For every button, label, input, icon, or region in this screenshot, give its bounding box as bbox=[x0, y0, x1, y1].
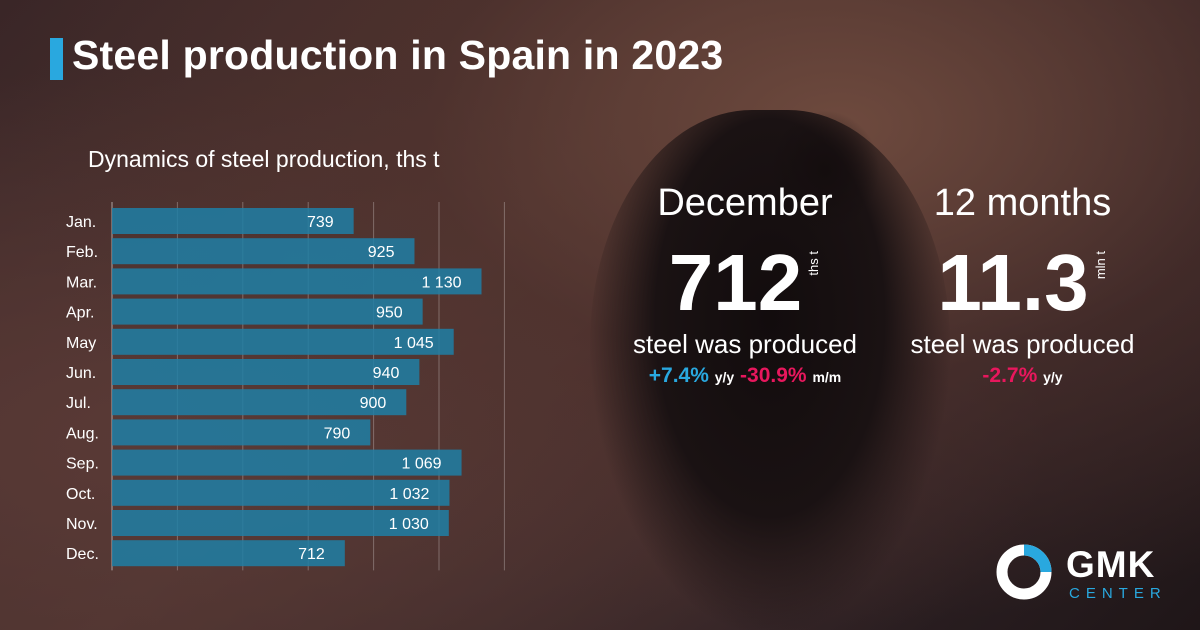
bar-apr bbox=[112, 298, 423, 325]
annual-heading: 12 months bbox=[933, 182, 1112, 224]
bar-value-label: 1 069 bbox=[402, 456, 442, 473]
category-label: Nov. bbox=[66, 516, 98, 533]
logo-text: GMK bbox=[1066, 544, 1156, 585]
annual-yoy-change: -2.7% bbox=[982, 364, 1038, 387]
chart-title: Dynamics of steel production, ths t bbox=[88, 146, 440, 172]
bar-value-label: 900 bbox=[360, 395, 387, 412]
december-changes: +7.4% y/y -30.9% m/m bbox=[615, 364, 875, 388]
category-label: Mar. bbox=[66, 274, 97, 291]
title-accent-bar bbox=[50, 38, 63, 80]
annual-panel: 12 months 11.3 mln t steel was produced -… bbox=[895, 182, 1150, 388]
bar-value-label: 1 032 bbox=[389, 486, 429, 503]
december-heading: December bbox=[657, 182, 833, 224]
category-label: Jan. bbox=[66, 214, 96, 231]
bar-value-label: 1 045 bbox=[394, 335, 434, 352]
category-label: Sep. bbox=[66, 456, 99, 473]
category-label: Jun. bbox=[66, 365, 96, 382]
bar-dec bbox=[112, 540, 345, 567]
annual-yoy-suffix: y/y bbox=[1043, 369, 1063, 385]
bar-may bbox=[112, 328, 454, 355]
logo-subtext: CENTER bbox=[1069, 585, 1167, 602]
december-caption: steel was produced bbox=[632, 329, 858, 359]
december-panel: December 712 ths t steel was produced +7.… bbox=[615, 182, 875, 388]
december-mom-suffix: m/m bbox=[812, 369, 842, 385]
bar-jul bbox=[112, 389, 407, 416]
category-label: Oct. bbox=[66, 486, 95, 503]
annual-unit: mln t bbox=[1092, 251, 1108, 280]
category-label: Apr. bbox=[66, 305, 94, 322]
bar-value-label: 950 bbox=[376, 305, 403, 322]
bar-value-label: 1 030 bbox=[389, 516, 429, 533]
category-label: Jul. bbox=[66, 395, 91, 412]
bar-value-label: 790 bbox=[324, 425, 351, 442]
bar-sep bbox=[112, 449, 462, 476]
category-label: Dec. bbox=[66, 546, 99, 563]
background-helmet-shape bbox=[770, 110, 880, 230]
bar-value-label: 1 130 bbox=[421, 274, 461, 291]
page-title: Steel production in Spain in 2023 bbox=[72, 32, 724, 78]
bar-mar bbox=[112, 268, 482, 295]
annual-value: 11.3 bbox=[937, 238, 1089, 327]
december-yoy-change: +7.4% bbox=[648, 364, 709, 387]
december-unit: ths t bbox=[806, 251, 822, 276]
bar-nov bbox=[112, 510, 449, 536]
december-yoy-suffix: y/y bbox=[714, 369, 735, 385]
bar-value-label: 739 bbox=[307, 214, 334, 231]
annual-caption: steel was produced bbox=[910, 329, 1135, 359]
category-label: Feb. bbox=[66, 244, 98, 261]
bar-jun bbox=[112, 359, 420, 385]
bar-jan bbox=[112, 208, 354, 234]
bar-value-label: 925 bbox=[368, 244, 395, 261]
bar-oct bbox=[112, 479, 450, 506]
category-label: Aug. bbox=[66, 425, 99, 442]
bar-value-label: 940 bbox=[373, 365, 400, 382]
december-value: 712 bbox=[668, 238, 803, 327]
gmk-logo-icon bbox=[996, 544, 1052, 600]
bar-feb bbox=[112, 238, 415, 265]
bar-value-label: 712 bbox=[298, 546, 325, 563]
bar-aug bbox=[112, 419, 371, 446]
bar-chart: Jan. 739 Feb. 925 Mar. 1 130 Apr. 950 May 1 045 Ju… bbox=[66, 202, 505, 571]
december-mom-change: -30.9% bbox=[740, 364, 807, 387]
category-label: May bbox=[66, 335, 96, 352]
annual-changes: -2.7% y/y bbox=[895, 364, 1150, 388]
